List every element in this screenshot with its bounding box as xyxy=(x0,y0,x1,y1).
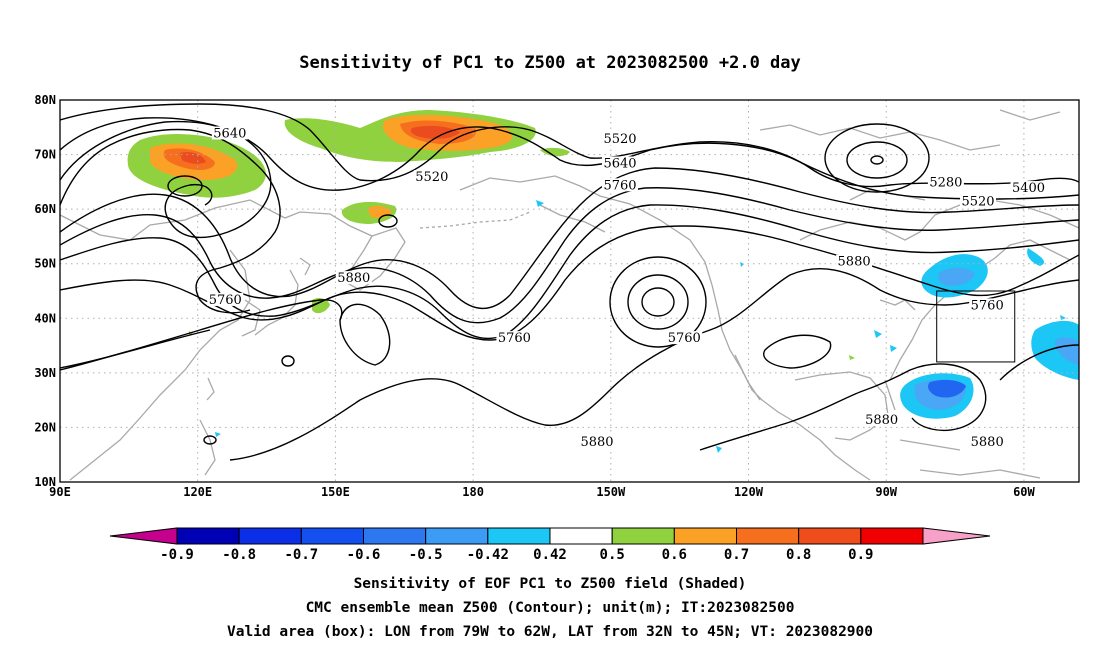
lat-tick-label: 50N xyxy=(34,257,56,271)
colorbar-max-triangle xyxy=(922,527,991,545)
figure-title: Sensitivity of PC1 to Z500 at 2023082500… xyxy=(299,53,801,73)
colorbar-tick-label: -0.6 xyxy=(347,547,381,563)
contour-label-bg xyxy=(579,434,616,448)
contour-label: 5640 xyxy=(213,126,246,141)
lon-tick-label: 120W xyxy=(734,485,764,499)
contour-label-bg xyxy=(960,194,997,208)
colorbar-tick-label: 0.9 xyxy=(848,547,873,563)
contour-label-bg xyxy=(863,412,900,426)
colorbar-labels: -0.9 -0.8 -0.7 -0.6 -0.5 -0.42 0.42 0.5 0.6 0.7 0.… xyxy=(160,547,873,563)
contour-label-bg xyxy=(335,271,372,285)
contour-label: 5880 xyxy=(838,255,871,270)
contour-label: 5880 xyxy=(865,413,898,428)
colorbar-segment xyxy=(673,527,737,545)
colorbar-tick-label: -0.5 xyxy=(409,547,443,563)
lat-tick-label: 20N xyxy=(34,420,56,434)
contour-label: 5760 xyxy=(498,331,531,346)
contour-label-bg xyxy=(969,434,1006,448)
footer-line-1: Sensitivity of EOF PC1 to Z500 field (Sh… xyxy=(354,576,747,592)
colorbar-tick-label: 0.7 xyxy=(724,547,749,563)
contour-label: 5880 xyxy=(337,271,370,286)
contour-label: 5760 xyxy=(603,178,636,193)
contour-label: 5520 xyxy=(603,132,636,147)
contour-label: 5520 xyxy=(961,195,994,210)
contour-label-bg xyxy=(496,331,533,345)
contour-label-bg xyxy=(207,292,244,306)
lon-tick-label: 90E xyxy=(49,485,71,499)
contour-label: 5760 xyxy=(209,293,242,308)
latitude-labels: 80N 70N 60N 50N 40N 30N 20N 10N xyxy=(34,93,56,489)
lat-tick-label: 40N xyxy=(34,311,56,325)
contour-label-bg xyxy=(601,131,638,145)
longitude-labels: 90E 120E 150E 180 150W 120W 90W 60W xyxy=(49,485,1035,499)
lat-tick-label: 70N xyxy=(34,148,56,162)
colorbar-segment xyxy=(611,527,675,545)
colorbar-segment xyxy=(736,527,800,545)
contour-labels: 5640 5520 5640 5760 5520 5280 5400 5520 5880 5880… xyxy=(207,126,1047,450)
contour-label: 5760 xyxy=(668,331,701,346)
colorbar-segment xyxy=(425,527,489,545)
colorbar-segment xyxy=(487,527,551,545)
colorbar-segment xyxy=(798,527,862,545)
contour-label-bg xyxy=(927,175,964,189)
lat-tick-label: 30N xyxy=(34,366,56,380)
coastlines xyxy=(60,109,1079,481)
footer-line-2: CMC ensemble mean Z500 (Contour); unit(m… xyxy=(306,600,795,616)
colorbar-tick-label: -0.8 xyxy=(222,547,256,563)
colorbar-segment xyxy=(238,527,302,545)
contour-label-bg xyxy=(211,126,248,140)
contour-label: 5520 xyxy=(415,170,448,185)
contour-label: 5880 xyxy=(580,435,613,450)
lon-tick-label: 90W xyxy=(875,485,897,499)
lon-tick-label: 180 xyxy=(462,485,484,499)
contour-label: 5640 xyxy=(603,156,636,171)
contour-label-bg xyxy=(601,156,638,170)
footer-line-3: Valid area (box): LON from 79W to 62W, L… xyxy=(227,624,873,640)
colorbar-tick-label: 0.42 xyxy=(533,547,567,563)
contour-label-bg xyxy=(666,331,703,345)
colorbar-segment xyxy=(300,527,365,545)
lon-tick-label: 150W xyxy=(596,485,626,499)
lon-tick-label: 150E xyxy=(321,485,350,499)
colorbar-tick-label: -0.7 xyxy=(284,547,318,563)
colorbar-tick-label: -0.42 xyxy=(467,547,509,563)
lon-tick-label: 120E xyxy=(183,485,212,499)
contour-label: 5880 xyxy=(971,435,1004,450)
colorbar-tick-label: 0.6 xyxy=(662,547,687,563)
colorbar-segment xyxy=(860,527,924,545)
contour-label-bg xyxy=(969,298,1006,312)
colorbar xyxy=(109,527,991,545)
lat-tick-label: 80N xyxy=(34,93,56,107)
contour-label: 5760 xyxy=(971,298,1004,313)
contour-label: 5400 xyxy=(1012,181,1045,196)
lat-tick-label: 10N xyxy=(34,475,56,489)
colorbar-min-triangle xyxy=(109,527,178,545)
map-area: 5640 5520 5640 5760 5520 5280 5400 5520 5880 5880… xyxy=(59,99,1080,483)
colorbar-tick-label: -0.9 xyxy=(160,547,194,563)
contour-label-bg xyxy=(836,254,873,268)
colorbar-segment xyxy=(549,527,613,545)
valid-area-box xyxy=(936,290,1016,363)
map-frame xyxy=(59,99,1080,483)
colorbar-tick-label: 0.8 xyxy=(786,547,811,563)
contour-label-bg xyxy=(1010,181,1047,195)
colorbar-segment xyxy=(363,527,427,545)
contour-label-bg xyxy=(413,170,450,184)
lon-tick-label: 60W xyxy=(1013,485,1035,499)
colorbar-segment xyxy=(176,527,240,545)
contour-label: 5280 xyxy=(929,176,962,191)
lat-tick-label: 60N xyxy=(34,202,56,216)
colorbar-tick-label: 0.5 xyxy=(600,547,625,563)
contour-label-bg xyxy=(601,178,638,192)
